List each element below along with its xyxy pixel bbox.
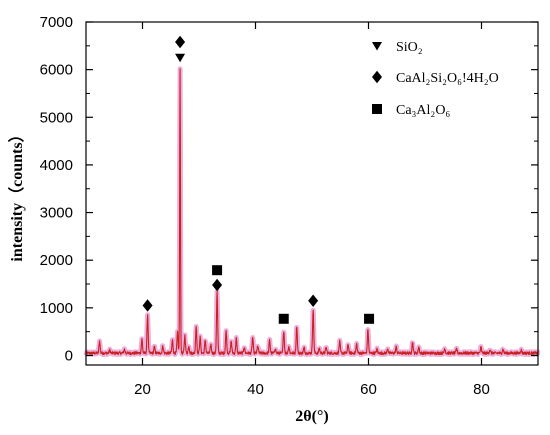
legend-diamond-icon — [372, 70, 382, 84]
pattern-shadow — [83, 66, 541, 358]
y-tick-label: 3000 — [40, 205, 73, 222]
square-marker — [212, 265, 223, 276]
diamond-marker — [212, 278, 223, 292]
x-tick-label: 60 — [360, 381, 377, 398]
x-tick-label: 20 — [134, 381, 151, 398]
legend-label: SiO₂ — [396, 40, 423, 55]
y-tick-label: 0 — [65, 347, 73, 364]
pattern-shadow-path — [83, 66, 541, 358]
plot-frame — [85, 21, 539, 366]
x-axis-title: 2θ(°) — [295, 408, 328, 425]
y-tick-label: 4000 — [40, 157, 73, 174]
x-tick-label: 80 — [473, 381, 490, 398]
square-marker — [364, 313, 375, 324]
y-tick-label: 6000 — [40, 62, 73, 79]
y-tick-label: 7000 — [40, 14, 73, 31]
y-tick-label: 5000 — [40, 109, 73, 126]
y-tick-label: 2000 — [40, 252, 73, 269]
legend-label: Ca₃Al₂O₆ — [396, 103, 450, 118]
diamond-marker — [308, 294, 319, 307]
axis-ticks: 20 40 60 80 0 1000 2000 3000 4000 5000 6000 7000 — [40, 14, 538, 398]
y-tick-label: 1000 — [40, 300, 73, 317]
phase-marker-layer — [142, 35, 375, 324]
y-axis-title: intensity（counts） — [8, 126, 26, 261]
square-marker — [278, 313, 289, 324]
legend-triangle-icon — [372, 42, 382, 51]
series-line-layer — [85, 68, 539, 356]
legend-square-icon — [372, 104, 382, 114]
legend: SiO₂ CaAl₂Si₂O₆!4H₂O Ca₃Al₂O₆ — [372, 40, 499, 118]
legend-label: CaAl₂Si₂O₆!4H₂O — [396, 71, 499, 86]
xrd-pattern-line — [85, 68, 539, 356]
diamond-marker — [175, 35, 186, 49]
diamond-marker — [142, 299, 153, 312]
triangle-marker — [175, 53, 186, 63]
x-tick-label: 40 — [247, 381, 264, 398]
